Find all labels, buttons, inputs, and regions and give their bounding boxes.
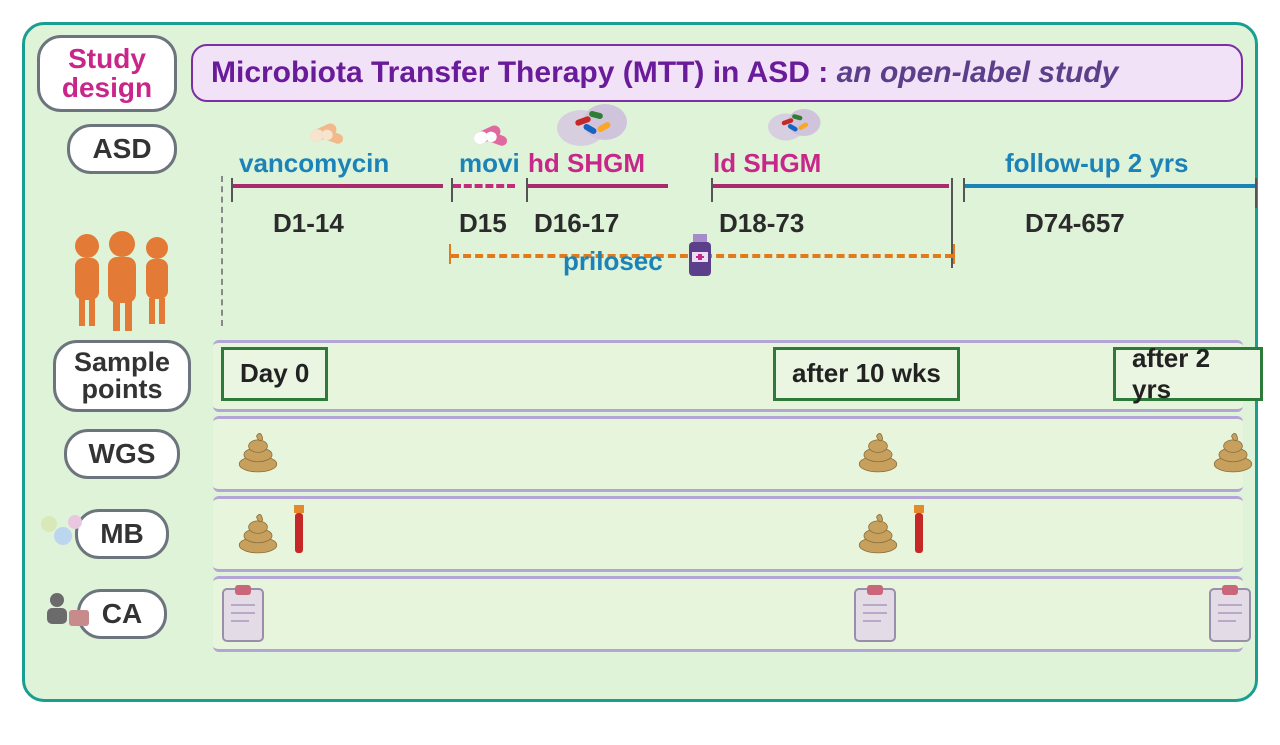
header-row: Study design Microbiota Transfer Therapy… [37,35,1243,112]
ca-row: CA [37,576,1243,652]
phase-follow-up 2 yrs: follow-up 2 yrs [1005,148,1188,179]
phase-ld SHGM: ld SHGM [713,148,821,179]
sample-points-row: Sample points Day 0after 10 wksafter 2 y… [37,340,1243,412]
wgs-sample [233,425,283,475]
mb-pill: MB [75,509,169,559]
title-subtitle: an open-label study [837,56,1119,89]
ca-sample [221,585,265,643]
pills-icon [303,114,347,155]
bottle-icon [683,234,717,285]
day-label: D15 [459,208,507,239]
sample-points-track: Day 0after 10 wksafter 2 yrs [213,340,1243,412]
ca-track [213,576,1243,652]
mb-row: MB [37,496,1243,572]
mb-sample [233,505,307,557]
poop-icon [233,425,283,475]
wgs-track [213,416,1243,492]
asd-row: ASD vancomycinD1-14 moviD15 [37,118,1243,336]
asd-label-col: ASD [37,118,207,336]
day-label: D1-14 [273,208,344,239]
blood-tube-icon [911,505,927,557]
wgs-label-col: WGS [37,416,207,492]
blood-tube-icon [291,505,307,557]
people-icon [57,226,187,336]
microbe-cloud-icon [765,100,825,147]
title-main: Microbiota Transfer Therapy (MTT) in ASD… [211,56,837,89]
consult-icon [43,590,93,639]
mb-track [213,496,1243,572]
microbe-cloud-icon [553,92,633,153]
wgs-sample [1208,425,1258,475]
ca-label-col: CA [37,576,207,652]
clipboard-icon [853,585,897,643]
pills-icon [467,116,511,157]
sample-point-box: after 2 yrs [1113,347,1263,401]
molecules-icon [39,510,87,555]
mb-sample [853,505,927,557]
asd-pill: ASD [67,124,176,174]
sample-points-pill: Sample points [53,340,191,412]
poop-icon [1208,425,1258,475]
poop-icon [853,425,903,475]
study-design-figure: Study design Microbiota Transfer Therapy… [22,22,1258,702]
poop-icon [853,506,903,556]
day-label: D74-657 [1025,208,1125,239]
clipboard-icon [221,585,265,643]
day-label: D18-73 [719,208,804,239]
sample-point-box: after 10 wks [773,347,960,401]
asd-timeline: vancomycinD1-14 moviD15 hd SHGMD16-17 ld… [213,118,1243,336]
sample-line2: points [81,376,162,403]
prilosec-label: prilosec [563,246,663,277]
poop-icon [233,506,283,556]
sample-point-box: Day 0 [221,347,328,401]
study-line1: Study [68,44,146,73]
wgs-sample [853,425,903,475]
day-label: D16-17 [534,208,619,239]
clipboard-icon [1208,585,1252,643]
study-line2: design [62,73,152,102]
ca-sample [1208,585,1252,643]
sample-line1: Sample [74,349,170,376]
wgs-pill: WGS [64,429,181,479]
sample-label-col: Sample points [37,340,207,412]
mb-label-col: MB [37,496,207,572]
wgs-row: WGS [37,416,1243,492]
ca-sample [853,585,897,643]
study-design-pill: Study design [37,35,177,112]
title-banner: Microbiota Transfer Therapy (MTT) in ASD… [191,44,1243,102]
